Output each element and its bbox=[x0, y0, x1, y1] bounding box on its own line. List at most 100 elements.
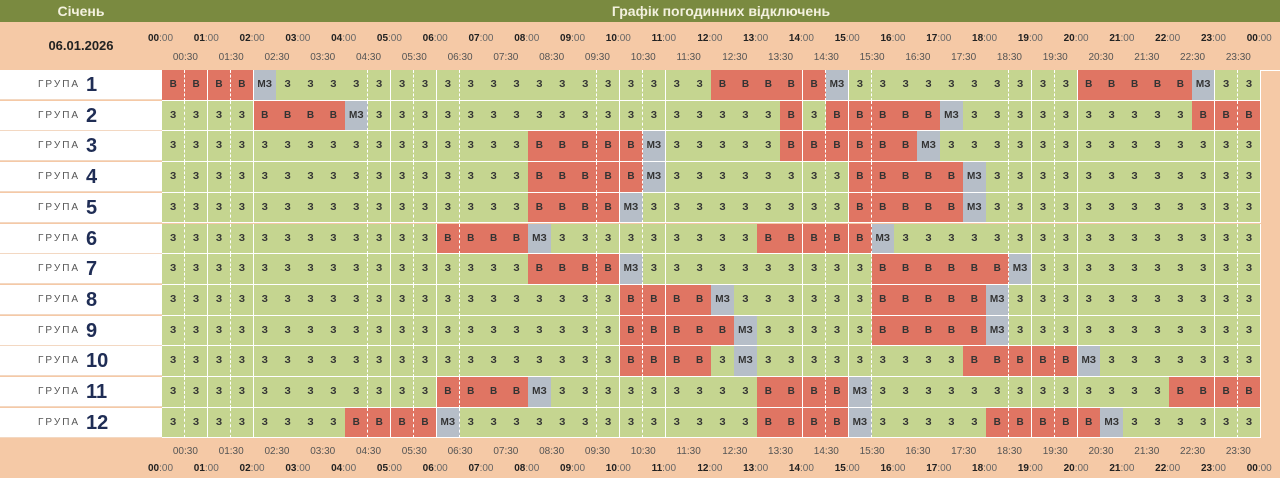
schedule-cell: В bbox=[1192, 377, 1216, 408]
schedule-cell: З bbox=[1192, 407, 1216, 439]
bottom-half-tick: 07:30 bbox=[493, 446, 519, 457]
schedule-cell: З bbox=[734, 192, 758, 224]
schedule-cell: З bbox=[184, 407, 209, 439]
schedule-cell: З bbox=[459, 162, 483, 193]
group-label: ГРУПА 3 bbox=[0, 131, 162, 162]
schedule-cell: В bbox=[665, 346, 689, 377]
schedule-cell: В bbox=[459, 377, 483, 408]
schedule-cell: В bbox=[253, 100, 277, 132]
schedule-cell: З bbox=[1077, 315, 1101, 347]
schedule-cell: МЗ bbox=[871, 223, 895, 255]
schedule-cell: В bbox=[1214, 100, 1239, 132]
schedule-cell: З bbox=[436, 70, 461, 101]
top-hour-tick: 21:00 bbox=[1109, 33, 1135, 44]
schedule-cell: В bbox=[848, 131, 873, 163]
top-hour-tick: 02:00 bbox=[239, 33, 265, 44]
bottom-hour-tick: 22:00 bbox=[1155, 463, 1181, 474]
top-hour-tick: 12:00 bbox=[697, 33, 723, 44]
schedule-cell: З bbox=[1077, 131, 1101, 163]
schedule-cell: З bbox=[1169, 407, 1193, 439]
top-hour-tick: 20:00 bbox=[1063, 33, 1089, 44]
schedule-cell: МЗ bbox=[734, 315, 758, 347]
schedule-cell: З bbox=[459, 407, 483, 439]
schedule-cell: З bbox=[162, 254, 186, 285]
schedule-cell: З bbox=[162, 346, 186, 377]
schedule-cell: З bbox=[345, 70, 369, 101]
schedule-cell: З bbox=[1214, 407, 1239, 439]
schedule-cell: З bbox=[184, 377, 209, 408]
schedule-cell: З bbox=[986, 131, 1010, 163]
group-number: 3 bbox=[86, 135, 98, 158]
schedule-cell: З bbox=[184, 223, 209, 255]
bottom-half-tick: 21:30 bbox=[1134, 446, 1160, 457]
group-word: ГРУПА bbox=[38, 293, 81, 305]
schedule-cell: В bbox=[802, 70, 827, 101]
schedule-cell: З bbox=[1192, 162, 1216, 193]
bottom-hour-tick: 19:00 bbox=[1017, 463, 1043, 474]
schedule-cell: В bbox=[894, 131, 918, 163]
schedule-cell: З bbox=[1100, 162, 1124, 193]
schedule-cell: В bbox=[528, 162, 552, 193]
schedule-cell: МЗ bbox=[963, 162, 987, 193]
schedule-cell: В bbox=[757, 377, 781, 408]
top-half-tick: 23:30 bbox=[1225, 52, 1251, 63]
top-hour-tick: 18:00 bbox=[972, 33, 998, 44]
bottom-hour-tick: 00:00 bbox=[1246, 463, 1272, 474]
schedule-cell: З bbox=[757, 192, 781, 224]
schedule-cell: З bbox=[528, 100, 552, 132]
group-word: ГРУПА bbox=[38, 416, 81, 428]
schedule-cell: З bbox=[596, 284, 621, 316]
schedule-cell: З bbox=[688, 100, 712, 132]
schedule-cell: З bbox=[711, 162, 735, 193]
schedule-cell: З bbox=[825, 284, 850, 316]
schedule-cell: З bbox=[528, 70, 552, 101]
schedule-cell: З bbox=[207, 254, 232, 285]
schedule-cell: З bbox=[757, 100, 781, 132]
schedule-cell: В bbox=[1214, 377, 1239, 408]
schedule-cell: МЗ bbox=[986, 284, 1010, 316]
schedule-cell: З bbox=[665, 192, 689, 224]
schedule-cell: З bbox=[276, 315, 300, 347]
schedule-cell: З bbox=[757, 254, 781, 285]
schedule-cell: В bbox=[528, 192, 552, 224]
schedule-cell: В bbox=[871, 192, 895, 224]
schedule-cell: З bbox=[848, 346, 873, 377]
schedule-cell: В bbox=[780, 223, 804, 255]
top-hour-tick: 11:00 bbox=[651, 33, 677, 44]
schedule-cell: З bbox=[1054, 192, 1079, 224]
schedule-cell: В bbox=[1054, 346, 1079, 377]
group-label: ГРУПА 1 bbox=[0, 70, 162, 100]
bottom-half-tick: 03:30 bbox=[310, 446, 336, 457]
group-number: 9 bbox=[86, 319, 98, 342]
schedule-cell: МЗ bbox=[642, 131, 667, 163]
schedule-cell: З bbox=[1100, 377, 1124, 408]
schedule-cell: З bbox=[940, 377, 964, 408]
schedule-cell: З bbox=[1146, 131, 1170, 163]
schedule-cell: В bbox=[551, 254, 575, 285]
schedule-cell: З bbox=[1100, 223, 1124, 255]
schedule-cell: З bbox=[390, 192, 415, 224]
schedule-cell: В bbox=[734, 70, 758, 101]
schedule-cell: З bbox=[848, 315, 873, 347]
schedule-cell: З bbox=[802, 162, 827, 193]
schedule-cell: З bbox=[368, 223, 392, 255]
schedule-cell: В bbox=[574, 131, 598, 163]
schedule-cell: З bbox=[482, 192, 506, 224]
schedule-cell: З bbox=[413, 284, 438, 316]
schedule-cell: З bbox=[551, 223, 575, 255]
schedule-cell: МЗ bbox=[963, 192, 987, 224]
schedule-cell: З bbox=[1123, 254, 1147, 285]
schedule-cell: З bbox=[1169, 192, 1193, 224]
schedule-cell: В bbox=[528, 131, 552, 163]
schedule-cell: В bbox=[940, 162, 964, 193]
schedule-cell: З bbox=[1169, 315, 1193, 347]
schedule-cell: З bbox=[184, 284, 209, 316]
schedule-cell: В bbox=[1169, 377, 1193, 408]
schedule-cell: З bbox=[1054, 284, 1079, 316]
schedule-cell: З bbox=[368, 162, 392, 193]
schedule-cell: З bbox=[642, 407, 667, 439]
schedule-cell: МЗ bbox=[619, 192, 644, 224]
bottom-hour-tick: 10:00 bbox=[605, 463, 631, 474]
schedule-cell: З bbox=[940, 407, 964, 439]
schedule-cell: В bbox=[368, 407, 392, 439]
